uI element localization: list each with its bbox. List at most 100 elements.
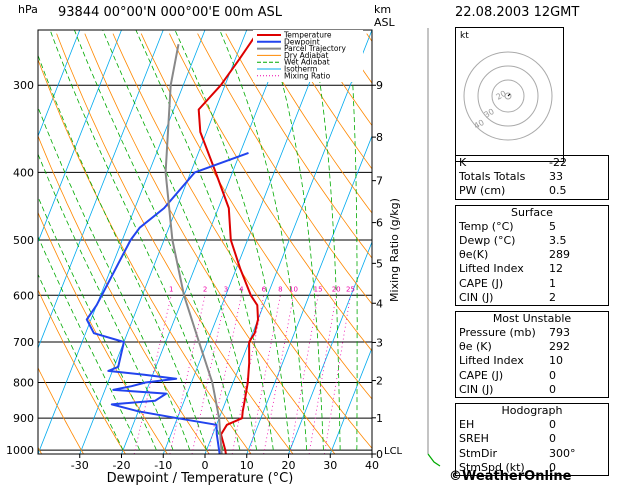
hodo-row: EH 0	[459, 418, 556, 432]
isotherm-line	[121, 30, 289, 454]
unstable-row: Pressure (mb) 793	[459, 326, 570, 340]
wet-adiabat-line	[174, 30, 291, 451]
mixing-ratio-line	[308, 295, 337, 454]
dry-adiabat-line	[225, 33, 372, 259]
km-tick-label: 6	[376, 217, 383, 230]
km-tick-label: 0	[376, 448, 383, 461]
unstable-row: θe (K) 292	[459, 340, 570, 354]
mixing-ratio-line	[289, 295, 319, 454]
wet-adiabat-line	[219, 30, 308, 451]
dry-adiabat-line	[56, 33, 294, 454]
dry-adiabat-line	[84, 33, 336, 454]
legend-label: Parcel Trajectory	[284, 44, 346, 53]
most-unstable-table: Most Unstable Pressure (mb) 793 θe (K) 292…	[455, 310, 609, 398]
mixing-ratio-label: 6	[262, 285, 267, 293]
pressure-tick-label: 500	[13, 234, 34, 247]
pressure-tick-label: 700	[13, 336, 34, 349]
series-line-dewpoint	[85, 151, 249, 454]
pressure-tick-label: 600	[13, 289, 34, 302]
km-tick-label: 9	[376, 79, 383, 92]
wet-adiabat-line	[38, 106, 191, 451]
legend-label: Temperature	[283, 31, 332, 40]
wet-adiabat-line	[49, 30, 224, 451]
wet-adiabat-line	[135, 30, 274, 451]
brand-name: WeatherOnline	[462, 469, 572, 484]
km-tick-label: 8	[376, 131, 383, 144]
km-unit-label: km	[374, 3, 392, 16]
wet-adiabat-line	[102, 30, 257, 451]
dry-adiabat-line	[38, 288, 126, 454]
station-title: 93844 00°00'N 000°00'E 00m ASL	[58, 5, 283, 20]
wet-adiabat-line	[38, 273, 124, 451]
isotherm-line	[162, 30, 331, 454]
km-tick-label: 7	[376, 175, 383, 188]
hodograph-plot: kt 20 30 40	[460, 31, 553, 141]
hpa-unit-label: hPa	[18, 3, 38, 16]
temperature-tick-label: 30	[323, 459, 337, 472]
wet-adiabat-line	[348, 30, 358, 451]
pressure-tick-label: 800	[13, 376, 34, 389]
isotherm-line	[38, 30, 81, 138]
isotherm-line	[329, 346, 372, 454]
wet-adiabat-line	[38, 54, 207, 451]
unstable-row: Lifted Index 10	[459, 354, 563, 368]
hodograph-ring-30: 30	[483, 107, 496, 120]
km-tick-label: 2	[376, 375, 383, 388]
temperature-tick-label: 0	[202, 459, 209, 472]
isotherm-line	[204, 30, 372, 454]
legend-label: Isotherm	[284, 65, 317, 74]
indices-table: K -22 Totals Totals 33 PW (cm) 0.5	[455, 155, 609, 200]
hodo-row: SREH 0	[459, 432, 556, 446]
series-line-temperature	[197, 30, 261, 454]
temperature-tick-label: -20	[113, 459, 131, 472]
mixing-ratio-label: 3	[224, 285, 228, 293]
wet-adiabat-line	[310, 30, 341, 451]
temperature-tick-label: -10	[154, 459, 172, 472]
legend-label: Wet Adiabat	[284, 58, 330, 67]
dry-adiabat-line	[281, 33, 372, 170]
pressure-tick-label: 300	[13, 79, 34, 92]
asl-unit-label: ASL	[374, 16, 395, 29]
hodo-row: StmSpd (kt) 0	[459, 460, 556, 474]
temperature-tick-label: 10	[240, 459, 254, 472]
km-tick-label: 5	[376, 257, 383, 270]
hodograph-table-title: Hodograph	[501, 404, 563, 417]
mixing-ratio-label: 15	[314, 285, 323, 293]
hodograph-panel: kt 20 30 40	[455, 27, 564, 162]
temperature-tick-label: -30	[71, 459, 89, 472]
surface-title: Surface	[511, 205, 553, 219]
index-row-k: K -22	[459, 156, 567, 169]
isotherm-line	[38, 30, 122, 244]
mixing-ratio-line	[263, 295, 294, 454]
km-tick-label: 1	[376, 412, 383, 425]
wind-barb-column	[427, 28, 441, 467]
unstable-row: CIN (J) 0	[459, 382, 556, 396]
most-unstable-title: Most Unstable	[492, 311, 572, 325]
km-tick-label: 4	[376, 297, 383, 310]
temperature-tick-label: 40	[365, 459, 379, 472]
index-row-totals: Totals Totals 33	[459, 170, 563, 184]
mixing-ratio-label: 2	[203, 285, 207, 293]
temperature-tick-label: 20	[282, 459, 296, 472]
dry-adiabat-line	[38, 134, 210, 454]
isotherm-line	[38, 30, 206, 454]
pressure-tick-label: 400	[13, 166, 34, 179]
mixing-ratio-axis-title: Mixing Ratio (g/kg)	[388, 198, 401, 302]
surface-row: θe(K) 289	[459, 248, 570, 262]
isotherm-line	[246, 134, 372, 454]
surface-row: CIN (J) 2	[459, 290, 556, 304]
hodograph-unit: kt	[460, 31, 469, 41]
datetime-label: 22.08.2003 12GMT	[455, 5, 580, 20]
mixing-ratio-line	[323, 295, 351, 454]
mixing-ratio-label: 10	[289, 285, 298, 293]
mixing-ratio-label: 8	[278, 285, 282, 293]
legend-label: Dewpoint	[284, 37, 320, 46]
hodo-row: StmDir 300°	[459, 446, 576, 460]
hodograph-ring-40: 40	[473, 118, 486, 131]
brand-logo[interactable]: ©WeatherOnline	[449, 469, 571, 484]
dry-adiabat-line	[38, 367, 84, 454]
legend-label: Dry Adiabat	[284, 51, 328, 60]
isotherm-line	[38, 30, 164, 350]
